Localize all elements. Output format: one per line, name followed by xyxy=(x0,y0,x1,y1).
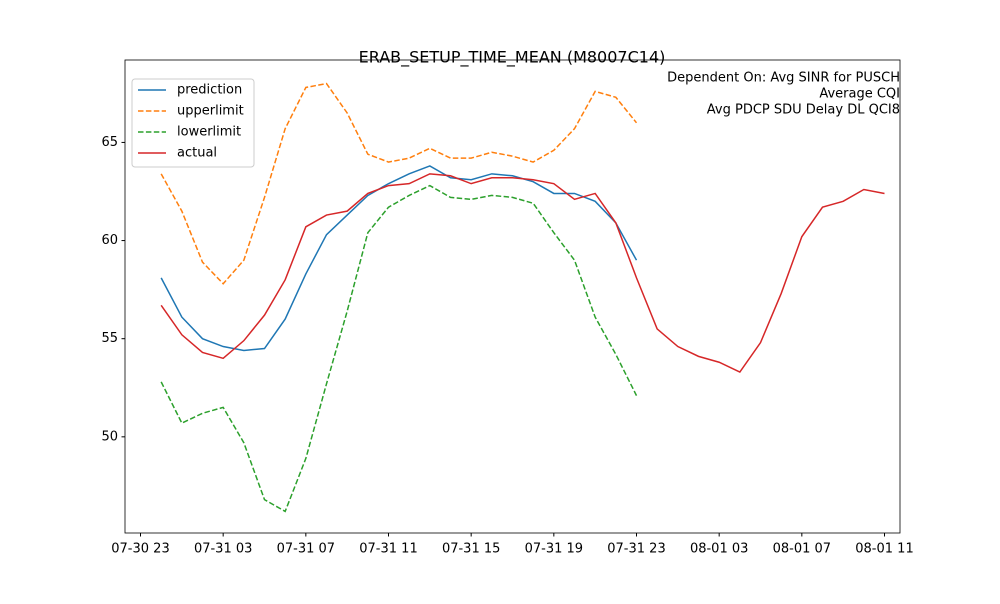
legend-label: prediction xyxy=(177,83,242,98)
y-tick-label: 65 xyxy=(101,135,118,150)
y-tick-label: 55 xyxy=(101,331,118,346)
y-tick-label: 50 xyxy=(101,429,118,444)
x-tick-label: 07-31 23 xyxy=(607,542,665,557)
y-tick-label: 60 xyxy=(101,233,118,248)
annotation: Avg PDCP SDU Delay DL QCI8 xyxy=(707,103,900,118)
x-tick-label: 07-31 19 xyxy=(525,542,583,557)
legend-label: upperlimit xyxy=(177,104,244,119)
x-tick-label: 07-31 07 xyxy=(277,542,335,557)
line xyxy=(160,173,885,374)
line xyxy=(160,165,638,352)
line xyxy=(160,184,638,513)
legend-label: actual xyxy=(177,146,217,161)
annotation: Dependent On: Avg SINR for PUSCH xyxy=(667,71,900,86)
axes-frame xyxy=(124,59,901,534)
x-tick-label: 08-01 11 xyxy=(855,542,913,557)
x-tick-label: 07-31 03 xyxy=(194,542,252,557)
x-tick-label: 08-01 07 xyxy=(773,542,831,557)
legend-box xyxy=(131,78,255,168)
x-tick-label: 07-31 15 xyxy=(442,542,500,557)
legend-label: lowerlimit xyxy=(177,125,241,140)
chart-title: ERAB_SETUP_TIME_MEAN (M8007C14) xyxy=(359,48,666,68)
x-tick-label: 07-30 23 xyxy=(111,542,169,557)
x-tick-label: 08-01 03 xyxy=(690,542,748,557)
line xyxy=(160,82,638,285)
annotation: Average CQI xyxy=(819,87,900,102)
x-tick-label: 07-31 11 xyxy=(359,542,417,557)
